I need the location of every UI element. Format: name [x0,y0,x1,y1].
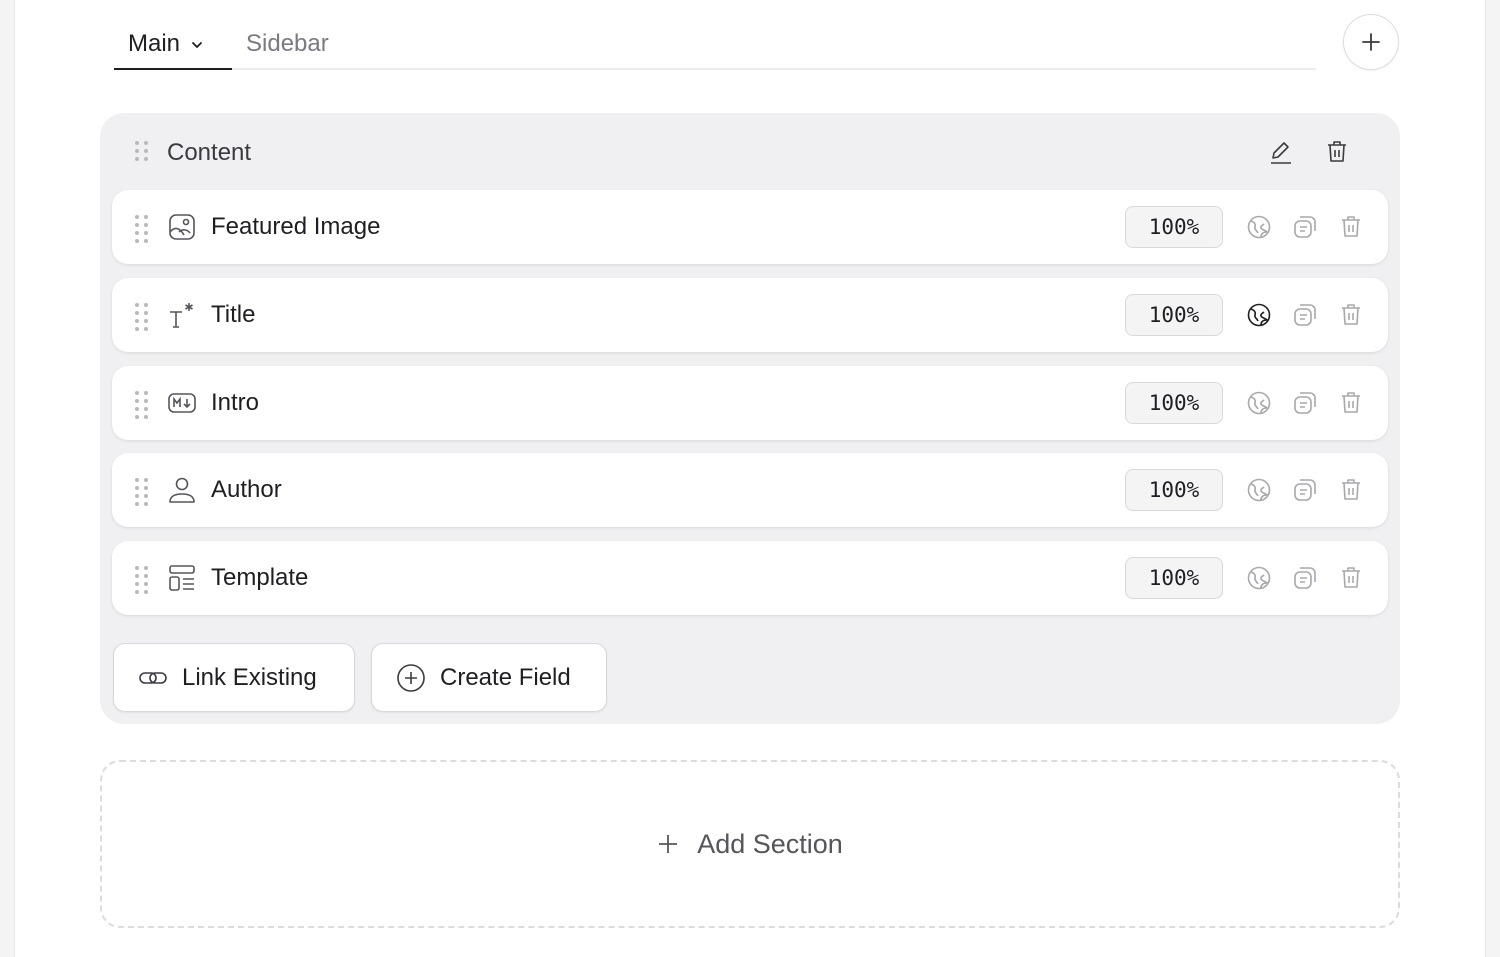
drag-handle-icon[interactable] [135,566,148,594]
field-label: Featured Image [211,213,381,240]
field-row: Template 100% [112,541,1388,615]
right-panel-edge [1485,0,1500,957]
copy-icon [1294,392,1316,414]
link-existing-label: Link Existing [182,663,317,691]
copy-icon [1294,304,1316,326]
drag-handle-icon[interactable] [135,303,148,331]
delete-field-button[interactable] [1336,388,1366,418]
copy-icon [1294,567,1316,589]
translatable-toggle[interactable] [1244,388,1274,418]
drag-handle-icon[interactable] [135,215,148,243]
drag-handle-icon[interactable] [135,478,148,506]
add-tab-button[interactable] [1343,14,1399,70]
field-label: Title [211,301,256,328]
image-icon [169,214,195,240]
field-row: Title 100% [112,278,1388,352]
translatable-toggle[interactable] [1244,563,1274,593]
pencil-icon [1271,142,1291,164]
add-section-button[interactable]: Add Section [100,760,1400,928]
field-width-select[interactable]: 100% [1125,294,1223,336]
duplicate-field-button[interactable] [1290,212,1320,242]
translatable-toggle[interactable] [1244,300,1274,330]
duplicate-field-button[interactable] [1290,563,1320,593]
trash-icon [1342,567,1360,588]
trash-icon [1342,479,1360,500]
field-width-select[interactable]: 100% [1125,382,1223,424]
globe-icon [1247,566,1271,590]
globe-icon [1247,478,1271,502]
user-icon [169,477,195,503]
plus-circle-icon [397,663,425,692]
tab-main[interactable]: Main [128,30,204,58]
active-tab-indicator [114,68,232,70]
field-row: Intro 100% [112,366,1388,440]
duplicate-field-button[interactable] [1290,475,1320,505]
delete-field-button[interactable] [1336,475,1366,505]
copy-icon [1294,216,1316,238]
plus-icon [1362,33,1380,51]
add-section-label: Add Section [697,828,843,859]
field-width-select[interactable]: 100% [1125,469,1223,511]
tab-bar: Main Sidebar [114,20,1316,70]
delete-field-button[interactable] [1336,212,1366,242]
link-icon [139,671,167,684]
left-panel-edge [0,0,15,957]
trash-icon [1328,141,1346,162]
field-label: Template [211,564,309,591]
field-row: Featured Image 100% [112,190,1388,264]
globe-icon [1247,215,1271,239]
plus-icon [659,835,678,853]
field-label: Author [211,476,282,503]
delete-field-button[interactable] [1336,300,1366,330]
field-row: Author 100% [112,453,1388,527]
section-content: Content Featured Image 100% Title 100% I… [100,113,1400,724]
drag-handle-icon[interactable] [135,391,148,419]
duplicate-field-button[interactable] [1290,388,1320,418]
delete-field-button[interactable] [1336,563,1366,593]
edit-section-button[interactable] [1266,137,1296,167]
field-width-select[interactable]: 100% [1125,557,1223,599]
translatable-toggle[interactable] [1244,212,1274,242]
translatable-toggle[interactable] [1244,475,1274,505]
field-width-select[interactable]: 100% [1125,206,1223,248]
layout-icon [169,565,195,591]
markdown-icon [168,393,196,413]
text-icon [170,303,193,328]
section-header: Content [100,133,1400,171]
delete-section-button[interactable] [1322,137,1352,167]
globe-icon [1247,303,1271,327]
field-label: Intro [211,389,260,416]
globe-icon [1247,391,1271,415]
create-field-button[interactable]: Create Field [371,643,607,712]
section-title: Content [167,139,252,166]
tab-main-label: Main [128,30,181,57]
trash-icon [1342,216,1360,237]
chevron-down-icon [192,41,202,48]
create-field-label: Create Field [440,663,571,691]
copy-icon [1294,479,1316,501]
link-existing-button[interactable]: Link Existing [113,643,355,712]
tab-sidebar[interactable]: Sidebar [246,30,329,57]
trash-icon [1342,392,1360,413]
duplicate-field-button[interactable] [1290,300,1320,330]
drag-handle-icon[interactable] [135,141,148,161]
trash-icon [1342,304,1360,325]
